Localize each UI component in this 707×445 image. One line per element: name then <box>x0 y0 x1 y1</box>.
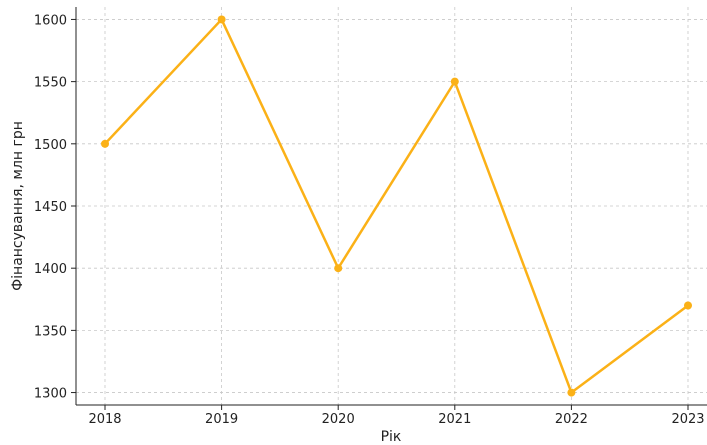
data-point <box>684 301 692 310</box>
y-tick-label: 1600 <box>34 13 67 28</box>
x-tick-label: 2019 <box>205 412 238 427</box>
x-axis-label: Рік <box>381 429 402 445</box>
y-tick-label: 1300 <box>34 387 67 402</box>
y-tick-label: 1400 <box>34 262 67 277</box>
y-tick-label: 1500 <box>34 138 67 153</box>
y-axis-label: Фінансування, млн грн <box>10 121 26 291</box>
data-point <box>334 264 343 273</box>
grid <box>76 7 707 405</box>
data-point <box>217 15 226 24</box>
x-tick-label: 2018 <box>88 412 121 427</box>
x-tick-label: 2021 <box>438 412 471 427</box>
ticks: 1300 1350 1400 1450 1500 1550 1600 2018 2019 2020… <box>34 13 705 427</box>
y-tick-label: 1450 <box>34 200 67 215</box>
y-tick-label: 1350 <box>34 324 67 339</box>
y-tick-label: 1550 <box>34 76 67 91</box>
series <box>101 15 692 397</box>
x-tick-label: 2022 <box>555 412 588 427</box>
x-tick-label: 2020 <box>322 412 355 427</box>
x-tick-label: 2023 <box>671 412 704 427</box>
data-point <box>101 139 109 148</box>
series-line <box>103 17 690 395</box>
data-point <box>567 388 576 397</box>
data-point <box>450 77 459 86</box>
